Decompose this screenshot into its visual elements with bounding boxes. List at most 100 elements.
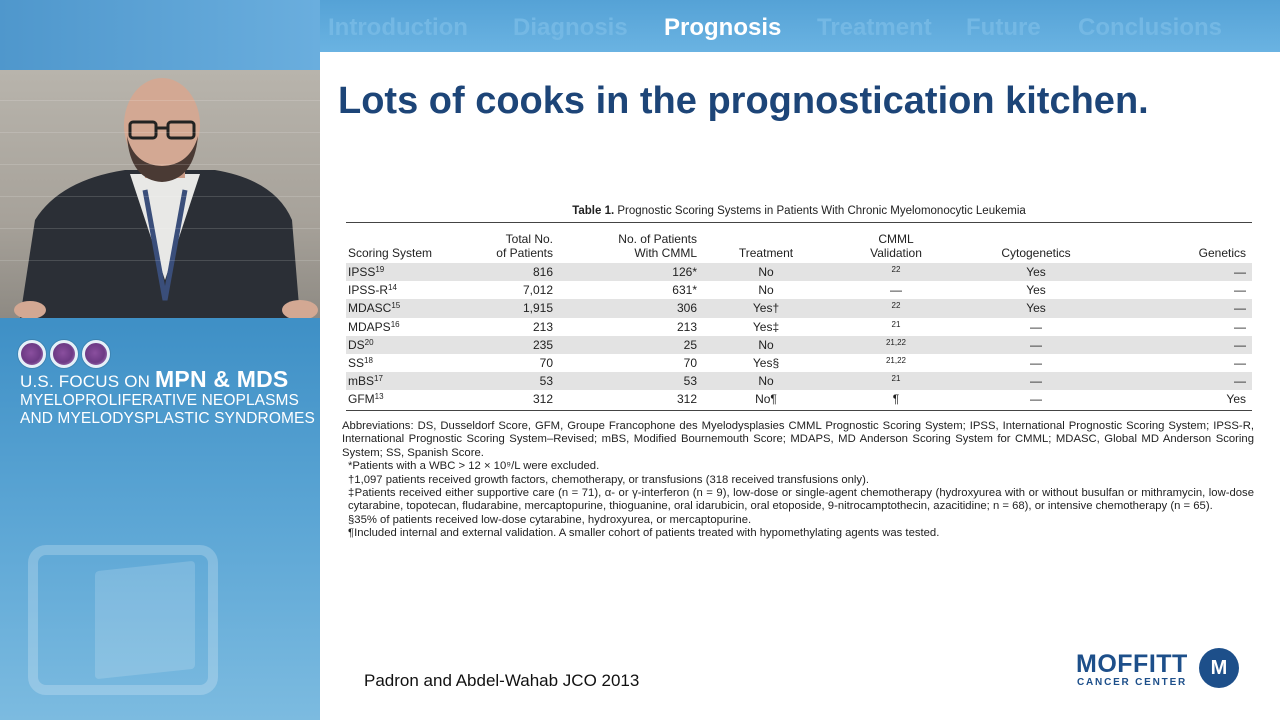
scoring-table: Scoring System Total No. of Patients No. … (346, 227, 1252, 409)
cell-cmml: 70 (683, 356, 697, 371)
brand-line2: MYELOPROLIFERATIVE NEOPLASMS (20, 392, 299, 410)
nav-prognosis[interactable]: Prognosis (664, 14, 782, 41)
cell-cytogenetics: — (1030, 392, 1042, 407)
brand-line3: AND MYELODYSPLASTIC SYNDROMES (20, 410, 315, 428)
cell-total: 312 (532, 392, 553, 407)
cell-validation: 21,22 (831, 354, 961, 372)
cell-genetics: Yes (1226, 392, 1246, 407)
nav-introduction[interactable]: Introduction (328, 14, 468, 41)
header-total-patients: Total No. of Patients (476, 227, 561, 263)
cell-cmml: 53 (561, 372, 701, 391)
cell-cytogenetics: Yes (1026, 283, 1046, 298)
nav-conclusions[interactable]: Conclusions (1078, 14, 1223, 41)
system-ref: 14 (388, 283, 397, 293)
validation-ref: 21 (891, 374, 901, 384)
cell-total: 7,012 (522, 283, 553, 298)
footnote-dagger: †1,097 patients received growth factors,… (348, 473, 869, 486)
table-row: mBS17 53 53 No 21 — — (346, 372, 1252, 391)
moffitt-wordmark: MOFFITT (1076, 650, 1188, 678)
validation-ref: 22 (891, 301, 901, 311)
cell-genetics: — (1234, 356, 1246, 371)
table-row: MDAPS16 213 213 Yes‡ 21 — — (346, 318, 1252, 336)
table-row: SS18 70 70 Yes§ 21,22 — — (346, 354, 1252, 372)
cell-total: 213 (532, 319, 553, 334)
cell-cytogenetics: — (961, 372, 1111, 391)
cell-cytogenetics: Yes (961, 299, 1111, 318)
table-header-row: Scoring System Total No. of Patients No. … (346, 227, 1252, 263)
cell-cmml: 631* (672, 283, 697, 298)
cell-cmml: 126* (561, 263, 701, 282)
cell-cytogenetics: — (1030, 356, 1042, 371)
validation-ref: 21,22 (885, 356, 907, 366)
cell-treatment: No¶ (755, 392, 777, 407)
system-name: IPSS-R (348, 283, 389, 298)
header-total-line2: of Patients (496, 246, 553, 260)
footnote-abbreviations: Abbreviations: DS, Dusseldorf Score, GFM… (342, 420, 1254, 459)
cell-genetics: — (1234, 283, 1246, 298)
system-ref: 13 (374, 392, 384, 402)
system-ref: 15 (391, 301, 401, 311)
system-ref: 19 (375, 265, 385, 275)
system-ref: 20 (364, 337, 374, 347)
cell-cytogenetics: — (1030, 319, 1042, 334)
cell-cytogenetics: Yes (961, 263, 1111, 282)
header-total-line1: Total No. (505, 232, 553, 246)
logo-ring-icon (82, 340, 110, 368)
header-validation: CMML Validation (831, 227, 961, 263)
moffitt-m-icon: M (1199, 648, 1239, 688)
table-row: DS20 235 25 No 21,22 — — (346, 335, 1252, 354)
cell-validation: 21 (831, 372, 961, 391)
cell-genetics: — (1111, 372, 1252, 391)
cell-validation: 21,22 (831, 335, 961, 354)
header-validation-line2: Validation (870, 246, 922, 260)
table-row: IPSS19 816 126* No 22 Yes — (346, 263, 1252, 282)
header-validation-line1: CMML (878, 232, 914, 246)
table-footnotes: Abbreviations: DS, Dusseldorf Score, GFM… (342, 420, 1254, 541)
cell-treatment: No (758, 283, 774, 298)
cell-genetics: — (1234, 319, 1246, 334)
cell-system: mBS17 (346, 372, 476, 391)
nav-diagnosis[interactable]: Diagnosis (513, 14, 628, 41)
slide-title: Lots of cooks in the prognostication kit… (338, 80, 1149, 122)
cell-system: IPSS19 (346, 263, 476, 282)
cell-cmml: 213 (676, 319, 697, 334)
brand-line1-bold: MPN & MDS (155, 366, 289, 392)
slide-citation: Padron and Abdel-Wahab JCO 2013 (364, 671, 640, 690)
nav-future[interactable]: Future (966, 14, 1041, 41)
speaker-figure (14, 78, 318, 318)
cell-system: SS18 (346, 354, 476, 372)
system-name: DS (348, 337, 365, 352)
table-row: IPSS-R14 7,012 631* No — Yes — (346, 281, 1252, 299)
brand-line1: U.S. FOCUS ON MPN & MDS (20, 366, 315, 392)
table-caption: Table 1. Prognostic Scoring Systems in P… (346, 205, 1252, 217)
cell-total: 816 (476, 263, 561, 282)
decorative-frame (28, 545, 218, 695)
cell-treatment: No (701, 263, 831, 282)
header-treatment: Treatment (738, 246, 794, 260)
cell-validation: — (890, 283, 902, 298)
decorative-panel (95, 560, 195, 680)
cell-total: 70 (539, 356, 553, 371)
cell-validation: 22 (831, 263, 961, 282)
table-bottom-rule (346, 410, 1252, 411)
validation-ref: 21 (891, 319, 901, 329)
cell-total: 235 (476, 335, 561, 354)
moffitt-logo: MOFFITT CANCER CENTER M (1076, 648, 1242, 692)
header-scoring-system: Scoring System (348, 246, 433, 260)
cell-treatment: Yes† (701, 299, 831, 318)
nav-treatment[interactable]: Treatment (817, 14, 932, 41)
header-cytogenetics: Cytogenetics (1001, 246, 1071, 260)
header-cmml-patients: No. of Patients With CMML (561, 227, 701, 263)
validation-ref: 21,22 (885, 337, 907, 347)
cell-validation: 22 (831, 299, 961, 318)
table-caption-text: Prognostic Scoring Systems in Patients W… (614, 205, 1026, 217)
cell-system: GFM13 (346, 390, 476, 408)
moffitt-subtitle: CANCER CENTER (1077, 677, 1188, 688)
cell-system: DS20 (346, 335, 476, 354)
table-row: GFM13 312 312 No¶ ¶ — Yes (346, 390, 1252, 408)
header-cmml-line2: With CMML (634, 246, 697, 260)
cell-total: 53 (476, 372, 561, 391)
speaker-video (0, 70, 320, 318)
system-name: SS (348, 356, 365, 371)
logo-ring-icon (18, 340, 46, 368)
